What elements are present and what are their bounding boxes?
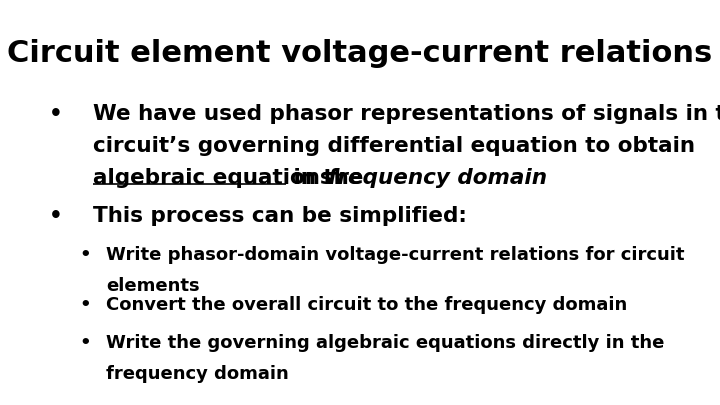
Text: elements: elements bbox=[107, 277, 200, 296]
Text: •: • bbox=[79, 296, 91, 314]
Text: circuit’s governing differential equation to obtain: circuit’s governing differential equatio… bbox=[93, 136, 695, 156]
Text: This process can be simplified:: This process can be simplified: bbox=[93, 206, 467, 226]
Text: frequency domain: frequency domain bbox=[328, 168, 546, 188]
Text: Circuit element voltage-current relations: Circuit element voltage-current relation… bbox=[7, 39, 713, 68]
Text: Write the governing algebraic equations directly in the: Write the governing algebraic equations … bbox=[107, 334, 665, 352]
Text: •: • bbox=[79, 334, 91, 352]
Text: in the: in the bbox=[286, 168, 370, 188]
Text: •: • bbox=[79, 246, 91, 264]
Text: frequency domain: frequency domain bbox=[107, 365, 289, 383]
Text: Convert the overall circuit to the frequency domain: Convert the overall circuit to the frequ… bbox=[107, 296, 627, 314]
Text: algebraic equations: algebraic equations bbox=[93, 168, 333, 188]
Text: •: • bbox=[49, 104, 63, 124]
Text: We have used phasor representations of signals in the: We have used phasor representations of s… bbox=[93, 104, 720, 124]
Text: Write phasor-domain voltage-current relations for circuit: Write phasor-domain voltage-current rela… bbox=[107, 246, 685, 264]
Text: •: • bbox=[49, 206, 63, 226]
